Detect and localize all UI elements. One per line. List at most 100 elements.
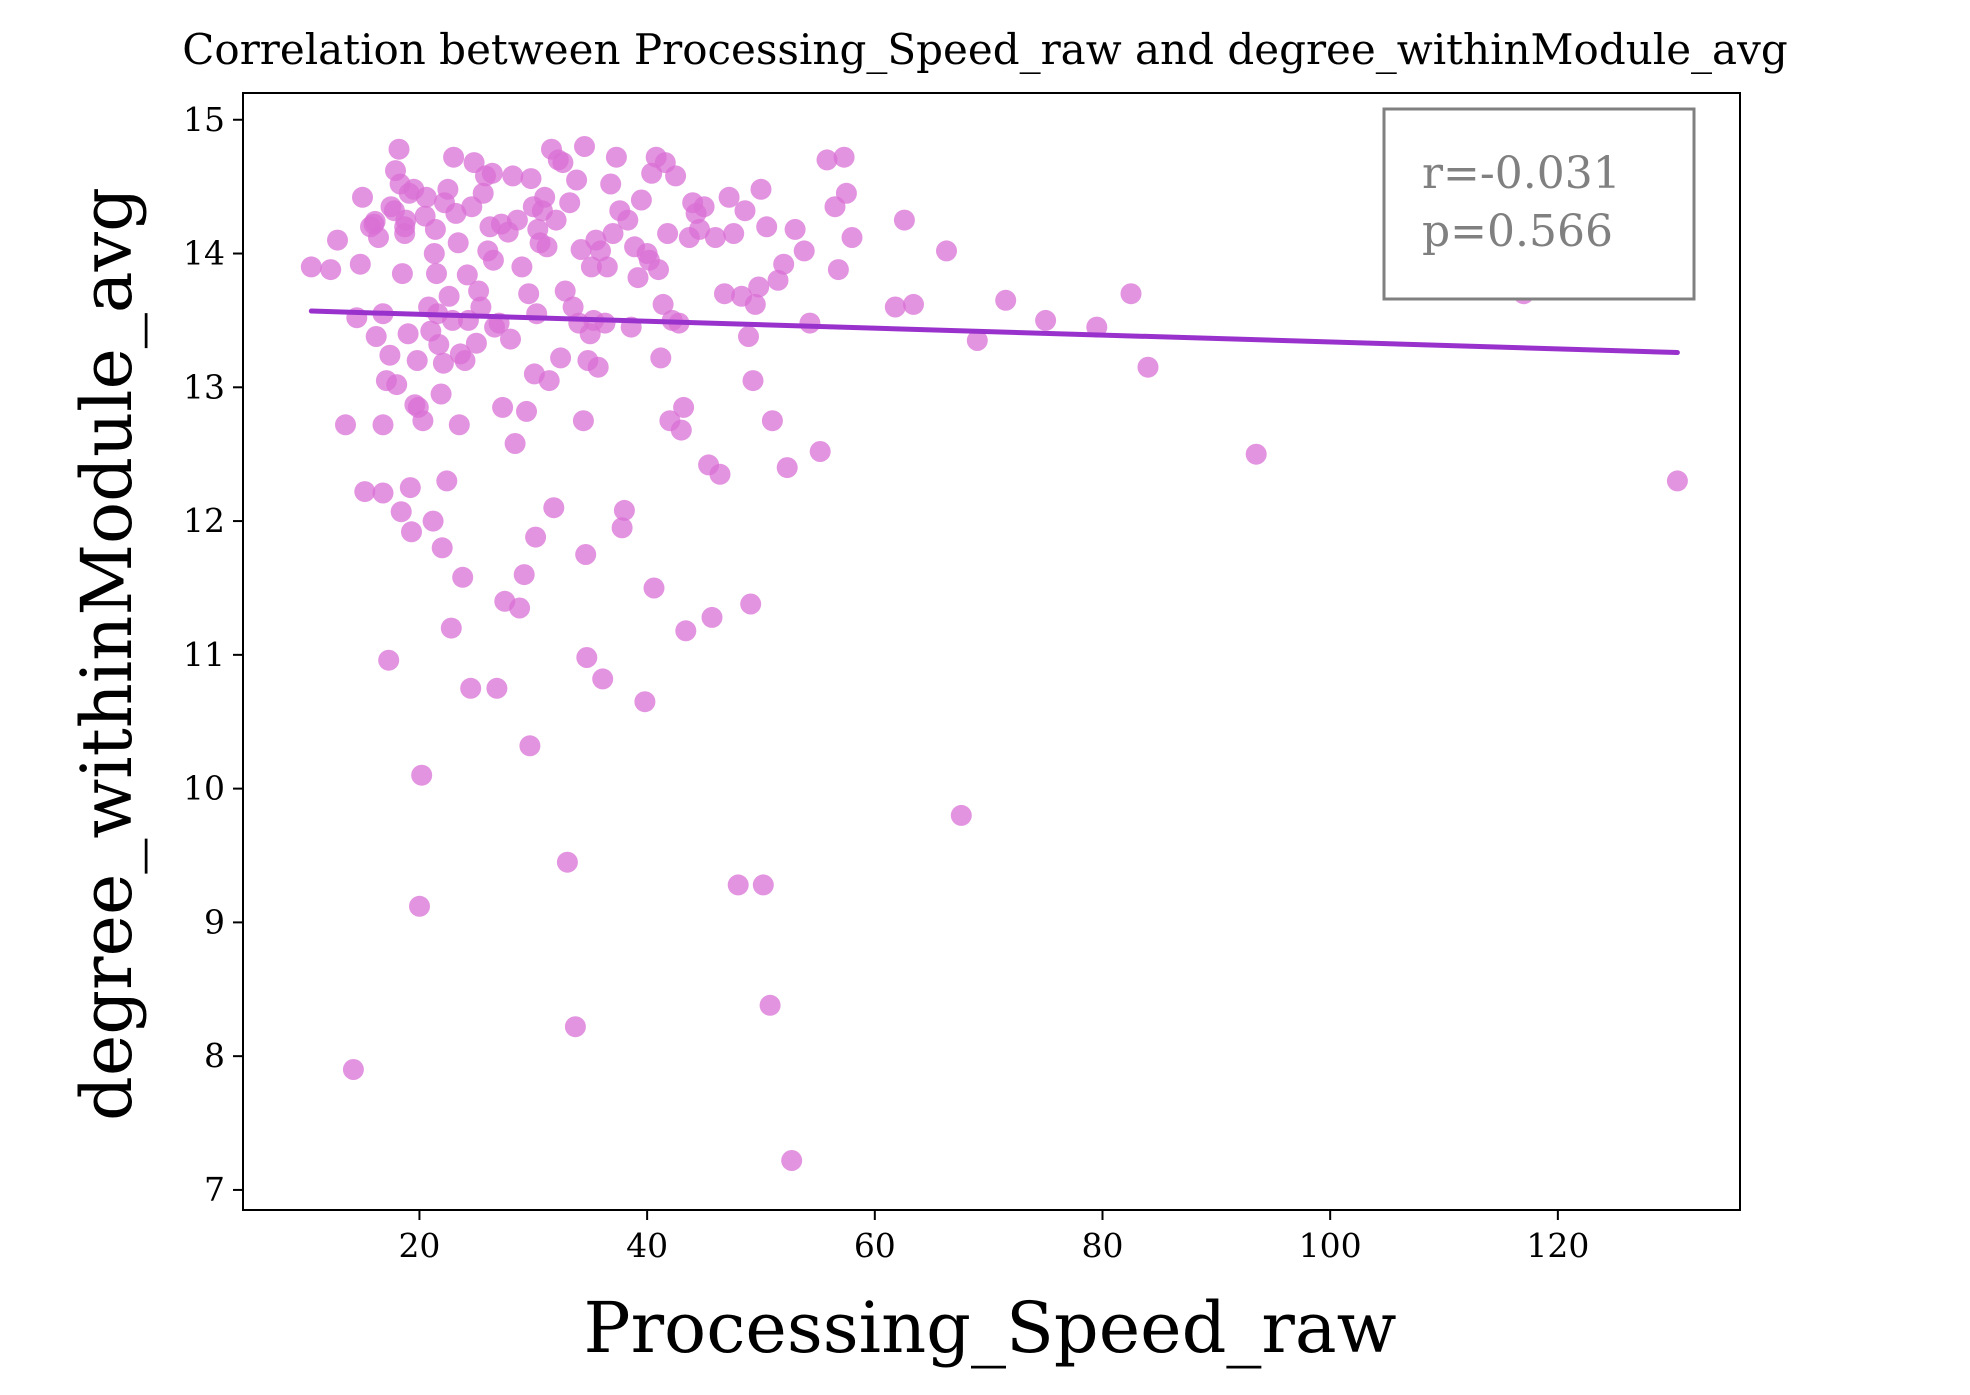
data-point: [742, 370, 764, 392]
points-layer: [300, 136, 1688, 1171]
data-point: [833, 146, 855, 168]
data-point: [368, 227, 389, 248]
data-point: [550, 347, 572, 369]
data-point: [448, 414, 470, 436]
data-point: [734, 200, 756, 222]
data-point: [776, 457, 798, 479]
data-point: [437, 178, 459, 200]
data-point: [936, 240, 957, 262]
data-point: [564, 1016, 586, 1038]
data-point: [422, 510, 444, 532]
data-point: [342, 1059, 364, 1080]
data-point: [379, 344, 401, 366]
data-point: [509, 597, 531, 619]
data-point: [575, 544, 597, 565]
y-tick-label: 13: [183, 367, 225, 406]
x-tick-label: 120: [1526, 1226, 1589, 1265]
data-point: [643, 577, 665, 599]
data-point: [440, 617, 462, 639]
data-point: [1245, 443, 1267, 465]
y-tick-label: 15: [183, 100, 225, 139]
data-point: [594, 312, 616, 334]
data-point: [519, 735, 541, 757]
plot-area: [242, 92, 1741, 1211]
y-tick-label: 9: [204, 902, 225, 941]
data-point: [773, 253, 795, 275]
data-point: [572, 410, 594, 432]
data-point: [415, 186, 437, 208]
data-point: [520, 168, 542, 190]
data-point: [452, 566, 474, 588]
data-point: [465, 332, 487, 354]
data-point: [841, 227, 863, 248]
data-point: [634, 691, 656, 713]
data-point: [327, 229, 348, 251]
data-point: [438, 285, 460, 307]
data-point: [750, 178, 772, 200]
data-point: [596, 256, 618, 278]
data-point: [470, 296, 492, 318]
data-point: [354, 481, 376, 503]
data-point: [689, 218, 710, 240]
data-point: [714, 283, 735, 305]
y-tick-label: 10: [183, 769, 225, 808]
data-point: [372, 414, 394, 436]
data-point: [443, 146, 465, 168]
data-point: [1137, 356, 1159, 378]
data-point: [752, 874, 774, 896]
data-point: [409, 895, 430, 917]
data-point: [378, 649, 400, 671]
data-point: [1666, 470, 1688, 492]
data-point: [426, 263, 447, 285]
data-point: [534, 186, 556, 208]
y-tick-label: 8: [204, 1036, 225, 1075]
data-point: [602, 223, 624, 244]
data-point: [617, 209, 639, 231]
data-point: [516, 400, 537, 422]
x-tick-label: 20: [398, 1226, 440, 1265]
data-point: [816, 149, 838, 171]
data-point: [513, 564, 535, 586]
stats-box: r=-0.031 p=0.566: [1382, 107, 1696, 301]
data-point: [454, 350, 476, 371]
data-point: [592, 668, 614, 690]
regression-line: [308, 308, 1680, 356]
data-point: [566, 169, 588, 191]
data-point: [893, 209, 915, 231]
data-point: [504, 433, 526, 454]
data-point: [627, 267, 649, 289]
data-point: [411, 764, 433, 786]
data-point: [352, 186, 373, 208]
data-point: [559, 192, 581, 214]
data-point: [428, 334, 450, 355]
y-tick-label: 14: [183, 234, 225, 273]
plot-frame: [242, 92, 1741, 1211]
x-axis: 20 40 60 80 100 120: [398, 1210, 1589, 1265]
data-point: [423, 243, 445, 264]
data-point: [391, 263, 413, 285]
data-point: [709, 463, 731, 485]
data-point: [835, 182, 857, 204]
data-point: [406, 350, 428, 371]
data-point: [966, 330, 988, 351]
data-point: [511, 256, 533, 278]
data-point: [562, 296, 584, 318]
data-point: [740, 593, 762, 615]
data-point: [397, 323, 419, 345]
stats-r: r=-0.031: [1422, 148, 1621, 199]
data-point: [587, 356, 609, 378]
data-point: [809, 441, 831, 462]
data-point: [502, 165, 524, 187]
data-point: [506, 209, 528, 231]
data-point: [580, 256, 602, 278]
x-tick-label: 40: [626, 1226, 668, 1265]
data-point: [430, 383, 452, 405]
y-tick-label: 12: [183, 501, 225, 540]
data-point: [903, 293, 924, 315]
data-point: [386, 374, 408, 396]
data-point: [390, 501, 412, 523]
data-point: [552, 152, 574, 174]
data-point: [701, 606, 723, 628]
data-point: [738, 326, 759, 347]
